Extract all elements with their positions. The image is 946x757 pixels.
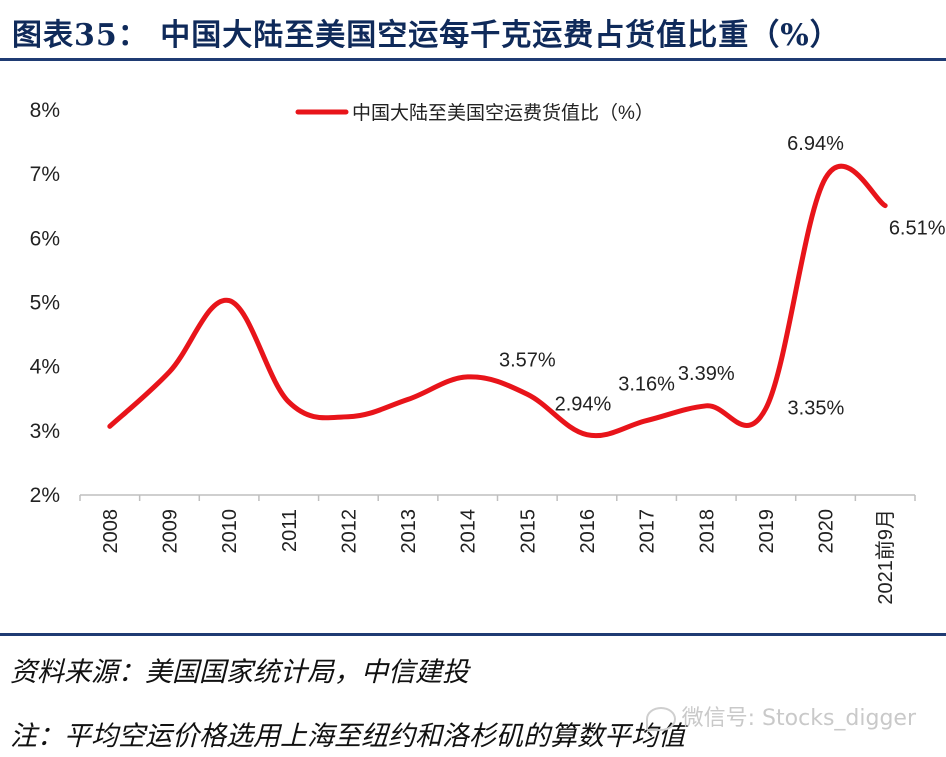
data-label: 6.94%: [787, 133, 844, 155]
watermark-text: 微信号: Stocks_digger: [681, 706, 916, 731]
series-line: [107, 163, 888, 439]
top-divider: [0, 58, 946, 61]
y-tick-label: 6%: [30, 227, 60, 250]
y-tick-label: 3%: [30, 420, 60, 443]
legend-label: 中国大陆至美国空运费货值比（%）: [352, 102, 654, 124]
x-tick-label: 2016: [577, 509, 599, 554]
data-label: 3.39%: [678, 363, 735, 385]
x-tick-label: 2018: [696, 509, 718, 554]
x-tick-label: 2008: [100, 509, 122, 554]
wechat-icon: [645, 707, 676, 731]
figure-title: 图表35： 中国大陆至美国空运每千克运费占货值比重（%）: [12, 18, 841, 53]
header: 图表35： 中国大陆至美国空运每千克运费占货值比重（%）: [0, 0, 946, 58]
x-axis: 2008 2009 2010 2011 2012 2013 2014 2015 2016 2017…: [79, 494, 916, 605]
x-tick-label: 2012: [338, 509, 360, 554]
x-tick-label: 2010: [219, 509, 241, 554]
bottom-divider: [0, 633, 946, 636]
source-note: 资料来源：美国国家统计局，中信建投: [10, 657, 469, 688]
data-label: 3.57%: [499, 349, 556, 371]
x-tick-label: 2013: [398, 509, 420, 554]
chart-area: 2% 3% 4% 5% 6% 7% 8% 2008 2009 2010 2011 2012 2013 2…: [0, 62, 946, 632]
legend: 中国大陆至美国空运费货值比（%）: [295, 102, 654, 124]
x-tick-label: 2020: [816, 509, 838, 554]
y-tick-label: 5%: [30, 292, 60, 315]
line-chart: 2%3%4%5%6%7%8% 2008 2009 2010 2011 2012 2013 2…: [30, 99, 946, 605]
method-note: 注：平均空运价格选用上海至纽约和洛杉矶的算数平均值: [10, 721, 685, 752]
y-axis: 2% 3% 4% 5% 6% 7% 8%: [30, 99, 60, 507]
plot-area: [107, 163, 888, 439]
data-label: 6.51%: [889, 218, 946, 240]
data-labels: 3.57% 2.94% 3.16% 3.39% 3.35% 6.94% 6.51%: [499, 133, 946, 419]
x-tick-label: 2011: [279, 509, 301, 552]
x-tick-label: 2019: [756, 509, 778, 554]
watermark: 微信号: Stocks_digger: [645, 700, 916, 732]
y-tick-label: 2%: [30, 484, 60, 507]
y-tick-label: 7%: [30, 163, 60, 186]
data-label: 3.16%: [618, 374, 675, 396]
x-tick-label: 2015: [517, 509, 539, 554]
x-tick-label: 2014: [458, 509, 480, 553]
data-label: 3.35%: [788, 397, 845, 419]
y-tick-label: 4%: [30, 356, 60, 379]
y-tick-label: 8%: [30, 99, 60, 122]
x-tick-label: 2021前9月: [874, 509, 897, 605]
x-tick-label: 2017: [637, 509, 659, 554]
x-tick-label: 2009: [159, 509, 181, 554]
data-label: 2.94%: [555, 394, 612, 416]
